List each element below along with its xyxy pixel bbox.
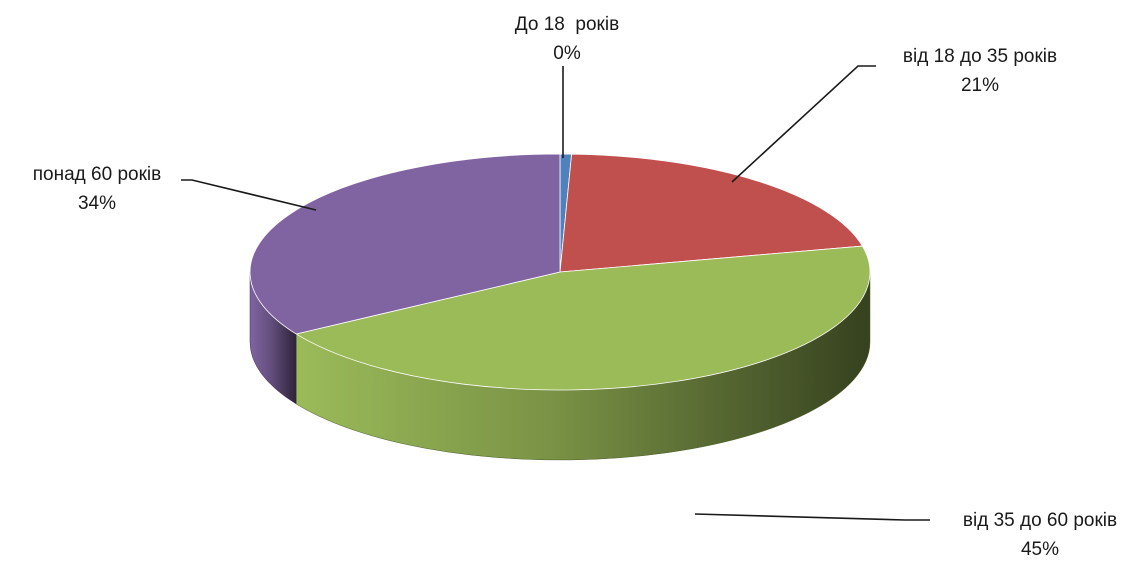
slice-label-понад-60-років: понад 60 років <box>33 164 161 185</box>
leader-line-понад-60-років <box>181 179 317 211</box>
slice-percent-до-18-років: 0% <box>553 43 581 64</box>
slice-label-до-18-років: До 18 років <box>515 14 619 35</box>
leader-line-від-35-до-60-років <box>694 513 930 521</box>
slice-percent-від-18-до-35-років: 21% <box>961 75 999 96</box>
pie-labels: До 18 років 0% від 18 до 35 років 21% від 35… <box>33 14 1117 560</box>
slice-percent-понад-60-років: 34% <box>78 193 116 214</box>
pie-tops <box>249 153 871 391</box>
pie-slice-від-35-до-60-років <box>295 245 871 391</box>
leader-line-від-18-до-35-років <box>731 65 876 183</box>
slice-label-від-18-до-35-років: від 18 до 35 років <box>903 46 1057 67</box>
pie-slice-понад-60-років <box>249 153 561 335</box>
slice-label-від-35-до-60-років: від 35 до 60 років <box>963 510 1117 531</box>
slice-percent-від-35-до-60-років: 45% <box>1021 539 1059 559</box>
pie-slice-від-18-до-35-років <box>559 153 864 273</box>
